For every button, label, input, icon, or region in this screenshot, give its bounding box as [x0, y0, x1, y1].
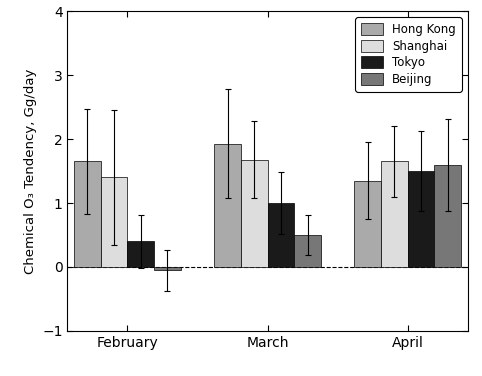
Bar	[407, 171, 434, 267]
Bar	[241, 159, 268, 267]
Legend: Hong Kong, Shanghai, Tokyo, Beijing: Hong Kong, Shanghai, Tokyo, Beijing	[355, 17, 462, 92]
Bar	[154, 267, 181, 270]
Bar	[101, 177, 127, 267]
Bar	[127, 241, 154, 267]
Bar	[74, 162, 101, 267]
Y-axis label: Chemical O₃ Tendency, Gg/day: Chemical O₃ Tendency, Gg/day	[24, 68, 37, 274]
Bar	[434, 165, 461, 267]
Bar	[214, 144, 241, 267]
Bar	[294, 235, 321, 267]
Bar	[354, 181, 381, 267]
Bar	[268, 203, 294, 267]
Bar	[381, 162, 407, 267]
